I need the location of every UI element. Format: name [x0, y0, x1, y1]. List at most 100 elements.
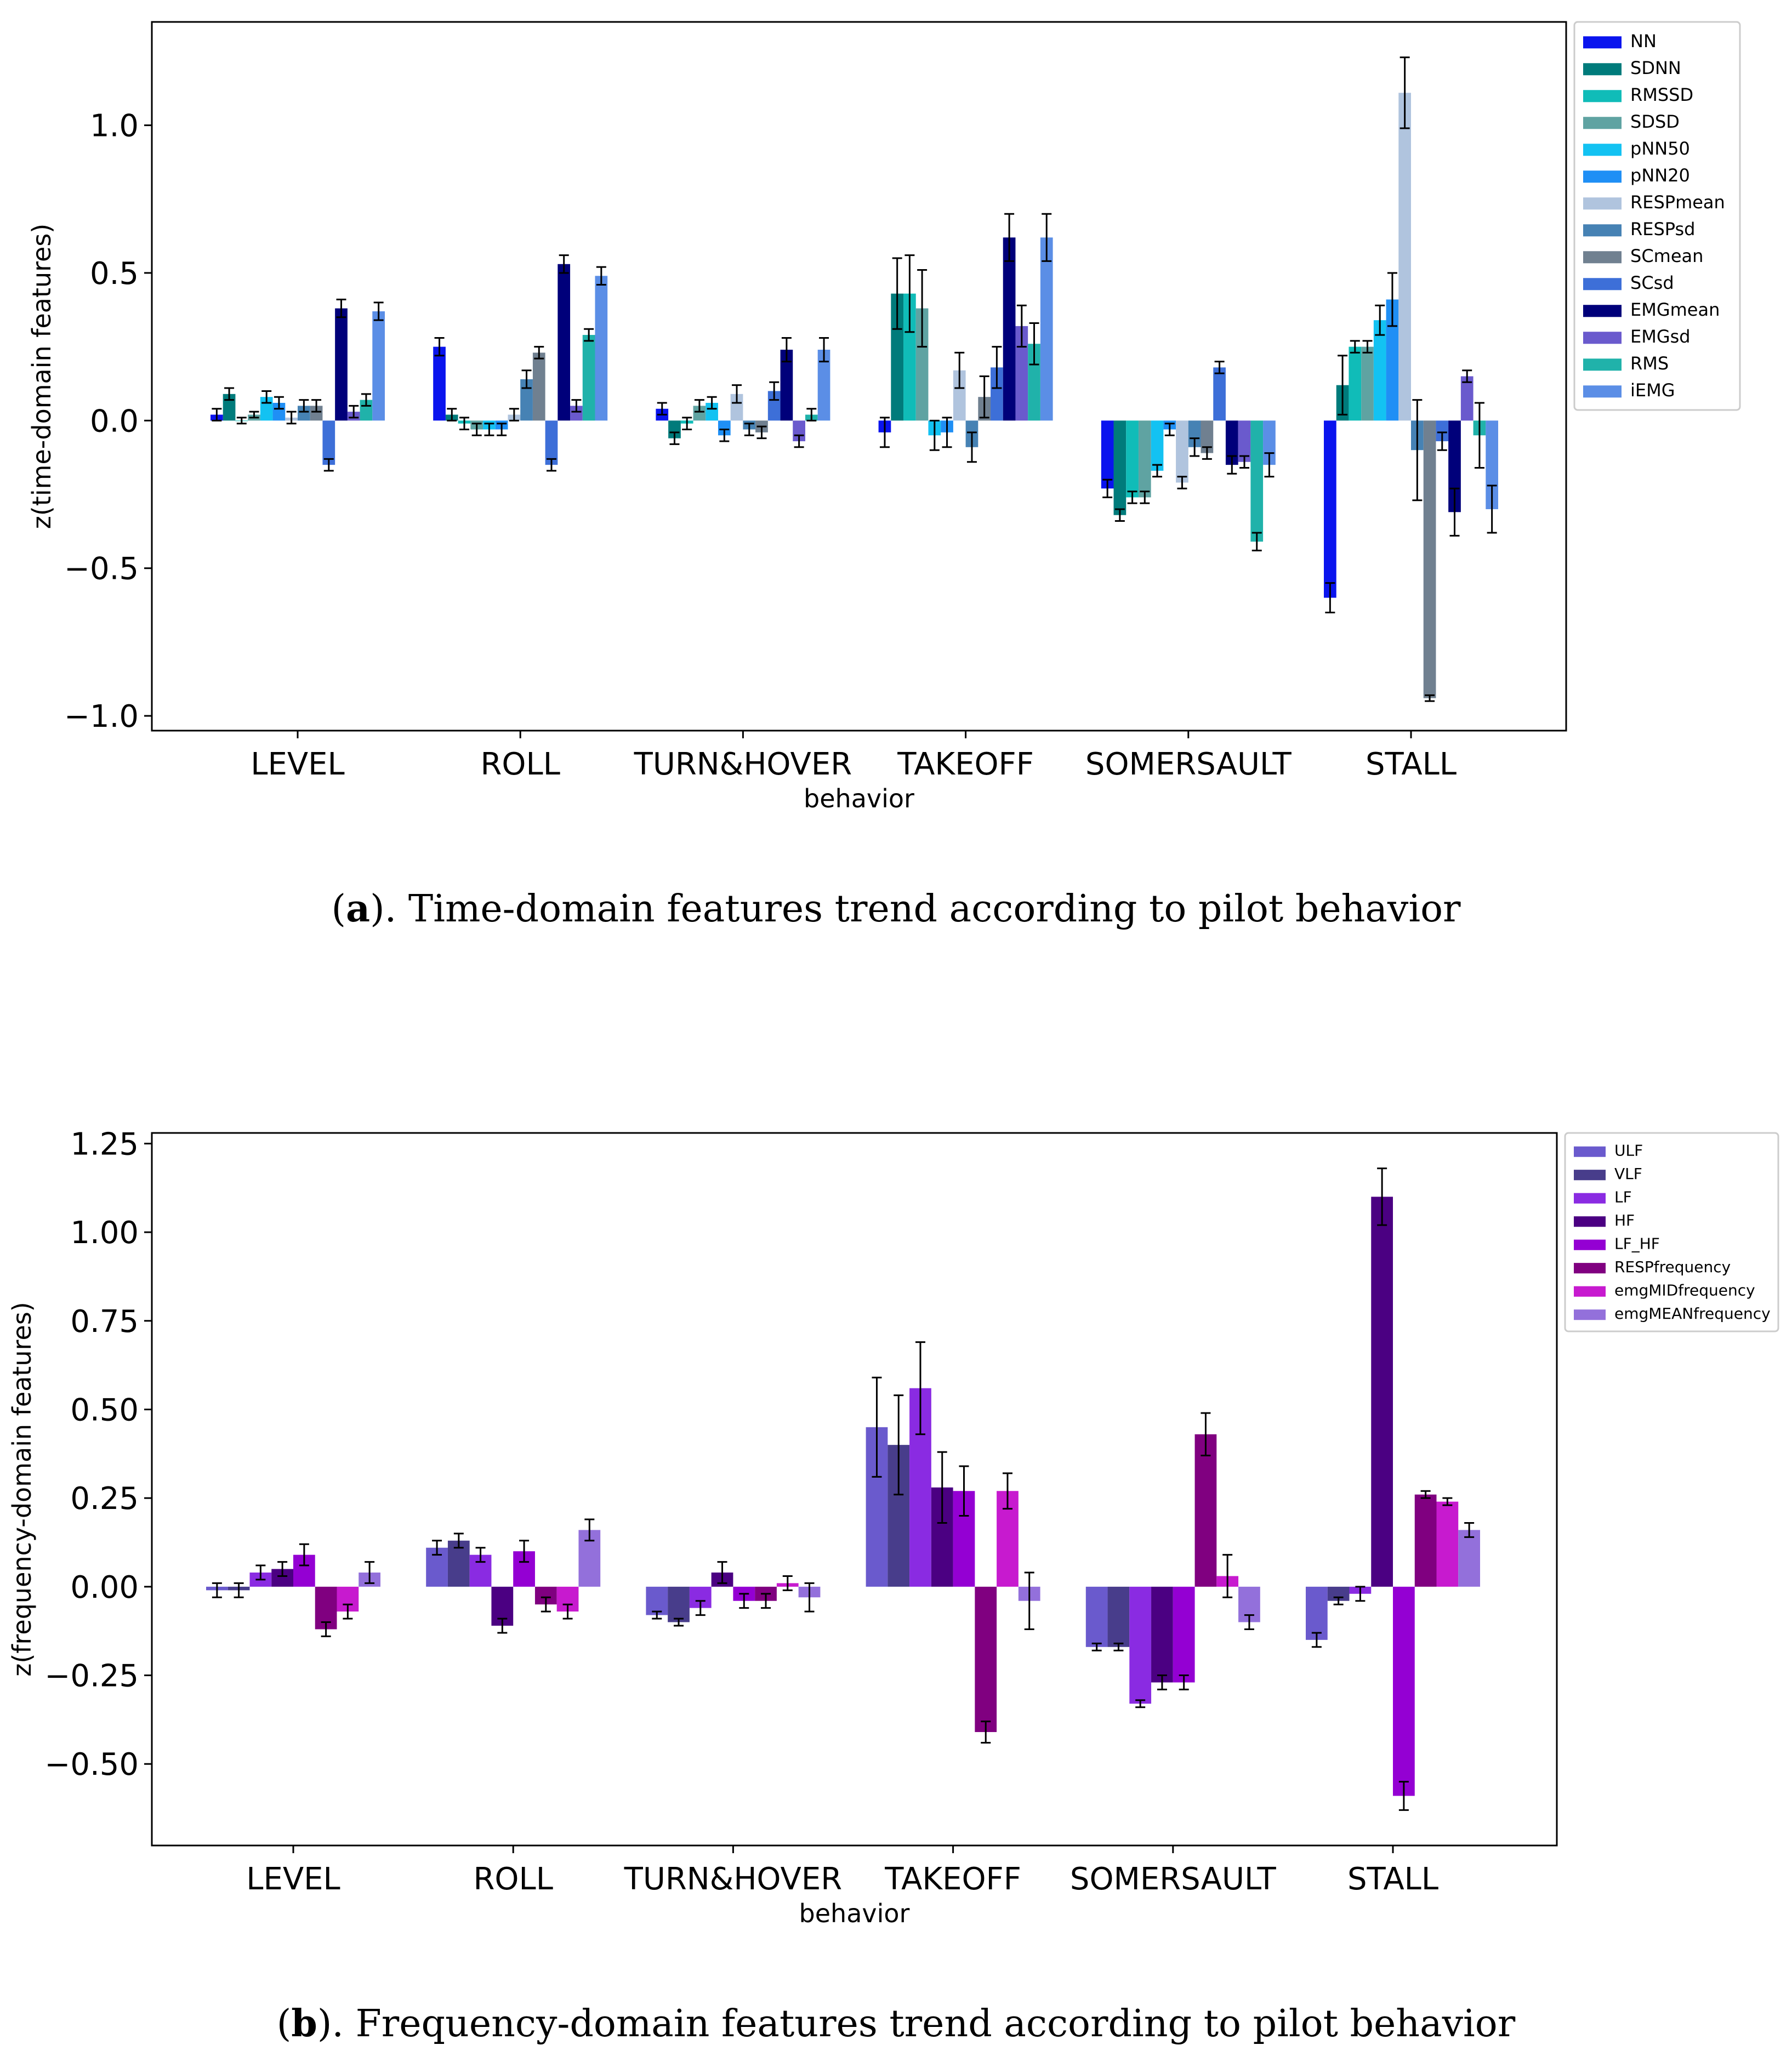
a-bar [1201, 420, 1214, 453]
a-bar [668, 420, 681, 438]
b-bar [1129, 1586, 1152, 1704]
a-legend-label: EMGmean [1630, 299, 1720, 320]
a-legend-swatch [1583, 144, 1622, 156]
a-bar [335, 308, 348, 421]
a-legend-swatch [1583, 90, 1622, 102]
caption-b-text: ). Frequency-domain features trend accor… [317, 2002, 1516, 2046]
a-legend-label: RMS [1630, 353, 1669, 374]
b-ylabel: z(frequency-domain features) [7, 1302, 37, 1677]
b-ytick-label: 0.25 [70, 1481, 139, 1517]
a-legend-label: RESPmean [1630, 192, 1725, 213]
b-legend-label: RESPfrequency [1614, 1258, 1731, 1276]
b-legend-label: VLF [1614, 1165, 1642, 1183]
b-bar [975, 1586, 997, 1733]
chart-frequency-domain: −0.50 −0.25 0.00 0.25 0.50 0.75 1.00 1.25 LEVEL R… [7, 1126, 1779, 1928]
a-legend-swatch [1583, 224, 1622, 237]
a-legend-label: RESPsd [1630, 219, 1695, 240]
b-legend-label: ULF [1614, 1142, 1643, 1160]
a-xtick-label: SOMERSAULT [1085, 747, 1292, 782]
b-legend-swatch [1574, 1193, 1606, 1204]
b-bar [1393, 1586, 1415, 1796]
b-ytick-label: −0.25 [44, 1659, 139, 1694]
a-bar [991, 367, 1003, 421]
a-bar [693, 406, 706, 421]
b-ytick-label: 0.50 [70, 1392, 139, 1428]
a-ylabel: z(time-domain features) [27, 224, 56, 529]
a-bar [1486, 420, 1498, 509]
a-bar [1324, 420, 1336, 598]
a-bar [1386, 299, 1399, 421]
a-bar [891, 293, 904, 421]
a-bar [595, 276, 608, 421]
a-legend-label: RMSSD [1630, 84, 1693, 105]
a-xtick-label: TURN&HOVER [634, 747, 852, 782]
a-bar [1113, 420, 1127, 515]
b-bar [1194, 1434, 1217, 1587]
a-bar [1398, 93, 1411, 421]
a-legend-swatch [1583, 63, 1622, 76]
b-legend-swatch [1574, 1309, 1606, 1320]
b-bar [1173, 1586, 1195, 1683]
a-bar [953, 370, 966, 421]
b-ytick-label: 1.25 [70, 1126, 139, 1162]
b-bar [1371, 1197, 1393, 1587]
b-legend-label: emgMEANfrequency [1614, 1305, 1771, 1323]
a-legend-label: iEMG [1630, 380, 1675, 401]
b-plot-area [151, 1132, 1558, 1847]
a-legend-swatch [1583, 170, 1622, 183]
caption-a: (a). Time-domain features trend accordin… [331, 887, 1461, 931]
a-bar [1238, 420, 1251, 462]
b-bar [1458, 1530, 1480, 1587]
b-bar [1085, 1586, 1108, 1647]
caption-b-label: b [291, 2002, 317, 2046]
b-xlabel: behavior [799, 1899, 910, 1928]
a-bar [1373, 320, 1386, 421]
a-bar [520, 379, 533, 421]
a-legend-swatch [1583, 36, 1622, 49]
a-bar [903, 293, 916, 421]
a-bar [1040, 237, 1053, 421]
a-legend-label: SCsd [1630, 272, 1674, 293]
a-bar [557, 264, 571, 421]
a-bar [372, 311, 385, 421]
a-bar [780, 350, 793, 421]
a-xtick-label: ROLL [481, 747, 560, 782]
a-bar [545, 420, 558, 465]
b-xtick-label: ROLL [474, 1861, 553, 1897]
a-xtick-label: STALL [1366, 747, 1457, 782]
caption-a-label: a [346, 887, 371, 931]
a-xtick-label: LEVEL [251, 747, 344, 782]
a-bar [1188, 420, 1201, 447]
a-legend-swatch [1583, 117, 1622, 129]
b-legend-swatch [1574, 1170, 1606, 1181]
a-legend-label: SCmean [1630, 246, 1703, 266]
a-bar [1349, 346, 1362, 421]
a-legend-swatch [1583, 385, 1622, 398]
a-ytick-label: −1.0 [64, 699, 139, 734]
a-bar [1361, 346, 1374, 421]
a-xtick-label: TAKEOFF [897, 747, 1034, 782]
b-legend-swatch [1574, 1239, 1606, 1250]
a-bar [1101, 420, 1114, 489]
a-legend-label: pNN50 [1630, 138, 1690, 159]
chart-time-domain: −1.0 −0.5 0.0 0.5 1.0 LEVEL ROLL TURN&HOVER TAKE… [27, 21, 1741, 813]
b-legend-swatch [1574, 1286, 1606, 1297]
a-legend-label: NN [1630, 31, 1657, 52]
a-bar [706, 402, 718, 421]
a-bar [570, 406, 583, 421]
a-bar [1423, 420, 1436, 698]
a-bar [915, 308, 929, 421]
a-bar [1436, 420, 1449, 442]
b-legend [1564, 1132, 1779, 1332]
caption-b: (b). Frequency-domain features trend acc… [276, 2002, 1516, 2046]
a-bar [767, 391, 781, 421]
b-xtick-label: LEVEL [246, 1861, 340, 1897]
a-legend-swatch [1583, 332, 1622, 344]
a-bar [1138, 420, 1151, 498]
b-ytick-label: 0.00 [70, 1570, 139, 1605]
a-legend-label: EMGsd [1630, 326, 1691, 347]
b-ytick-label: 1.00 [70, 1215, 139, 1251]
b-bar [668, 1586, 690, 1622]
a-bar [310, 406, 323, 421]
